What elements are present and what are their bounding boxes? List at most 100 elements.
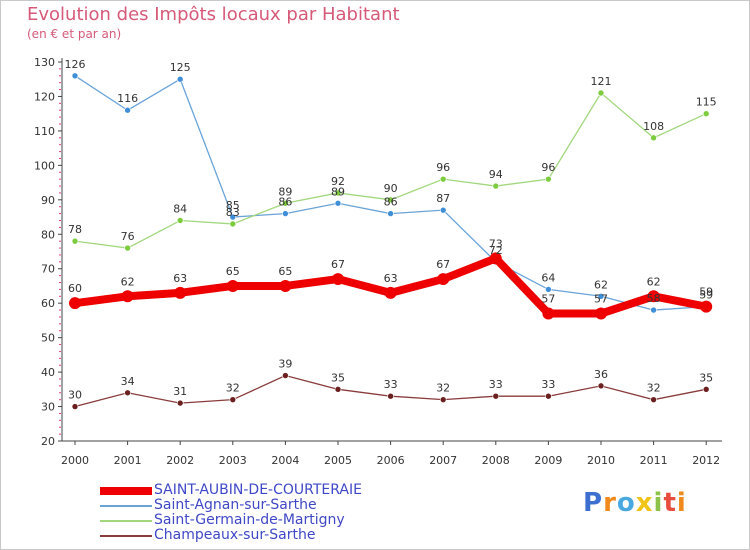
data-point (492, 392, 500, 400)
data-point (71, 72, 79, 80)
data-point (387, 196, 394, 204)
data-point (71, 403, 79, 410)
data-label: 39 (278, 358, 292, 371)
data-point (176, 217, 184, 224)
logo-letter: P (583, 488, 604, 518)
data-point (597, 292, 605, 300)
data-point (282, 210, 289, 217)
data-point (597, 382, 605, 390)
plot-area (62, 62, 722, 441)
data-label: 84 (173, 202, 187, 215)
data-label: 63 (384, 272, 398, 285)
data-point (545, 392, 552, 400)
data-point (650, 306, 657, 314)
data-label: 73 (489, 237, 503, 250)
logo-letter: r (603, 488, 617, 518)
data-point (650, 134, 657, 142)
data-point (545, 175, 552, 183)
x-tick-label: 2000 (61, 454, 89, 467)
legend-swatch-champeaux (100, 535, 152, 537)
data-point (334, 386, 342, 393)
logo-letter: i (653, 488, 664, 518)
data-point (176, 399, 184, 407)
data-point (437, 273, 450, 286)
logo-letter: o (616, 488, 636, 518)
data-label: 36 (594, 368, 608, 381)
data-label: 32 (226, 382, 240, 395)
data-label: 57 (594, 293, 608, 306)
data-label: 58 (647, 292, 661, 305)
x-tick-label: 2004 (271, 454, 299, 467)
data-point (69, 297, 81, 310)
x-tick-label: 2007 (429, 454, 457, 467)
data-label: 35 (699, 371, 713, 384)
chart-title: Evolution des Impôts locaux par Habitant (27, 4, 400, 25)
x-tick-label: 2006 (377, 454, 405, 467)
data-label: 108 (643, 120, 664, 133)
x-tick-label: 2005 (324, 454, 352, 467)
data-point (387, 210, 394, 217)
y-tick-label: 90 (41, 194, 55, 207)
data-point (279, 279, 292, 292)
data-label: 90 (384, 182, 398, 195)
legend-label-saint-germain: Saint-Germain-de-Martigny (154, 512, 345, 528)
data-point (124, 244, 131, 252)
logo-letter: x (635, 488, 654, 518)
x-tick-label: 2002 (166, 454, 194, 467)
data-label: 63 (173, 272, 187, 285)
y-tick-label: 70 (41, 263, 55, 276)
y-tick-label: 40 (41, 366, 55, 379)
proxiti-logo: Proxiti (583, 488, 687, 518)
data-label: 32 (647, 382, 661, 395)
legend-swatch-saint-agnan (100, 505, 152, 507)
data-label: 89 (331, 185, 345, 198)
data-point (650, 396, 657, 403)
legend-label-champeaux: Champeaux-sur-Sarthe (154, 527, 316, 543)
legend-swatch-saint-germain (100, 520, 152, 522)
data-label: 33 (384, 378, 398, 391)
logo-letter: t (663, 488, 677, 518)
data-point (176, 75, 184, 83)
data-point (121, 290, 134, 303)
data-label: 85 (226, 199, 240, 212)
data-point (334, 189, 342, 197)
data-label: 62 (647, 275, 661, 288)
data-point (282, 372, 289, 379)
data-point (492, 182, 500, 190)
y-tick-label: 60 (41, 297, 55, 310)
data-point (229, 213, 237, 221)
data-point (174, 286, 187, 299)
data-label: 92 (331, 175, 345, 188)
data-label: 83 (226, 206, 240, 219)
data-label: 87 (436, 192, 450, 205)
data-label: 67 (436, 258, 450, 271)
data-point (229, 220, 237, 228)
data-point (439, 206, 447, 214)
data-label: 30 (68, 389, 82, 402)
data-point (124, 389, 131, 397)
y-tick-label: 110 (34, 125, 55, 138)
data-point (439, 396, 447, 403)
data-label: 59 (699, 289, 713, 302)
data-label: 89 (278, 185, 292, 198)
chart-subtitle: (en € et par an) (27, 27, 122, 41)
logo-letter: i (676, 488, 687, 518)
data-label: 121 (591, 75, 612, 88)
data-label: 33 (489, 378, 503, 391)
data-label: 35 (331, 371, 345, 384)
data-label: 65 (278, 265, 292, 278)
data-point (489, 252, 502, 265)
data-point (334, 199, 342, 207)
data-label: 116 (117, 92, 138, 105)
data-point (542, 307, 555, 320)
x-tick-label: 2012 (692, 454, 720, 467)
data-point (700, 300, 713, 313)
data-point (229, 396, 237, 403)
data-label: 34 (121, 375, 135, 388)
data-label: 125 (170, 61, 191, 74)
data-label: 78 (68, 223, 82, 236)
data-label: 76 (121, 230, 135, 243)
x-tick-label: 2009 (534, 454, 562, 467)
legend-label-saint-agnan: Saint-Agnan-sur-Sarthe (154, 497, 317, 513)
